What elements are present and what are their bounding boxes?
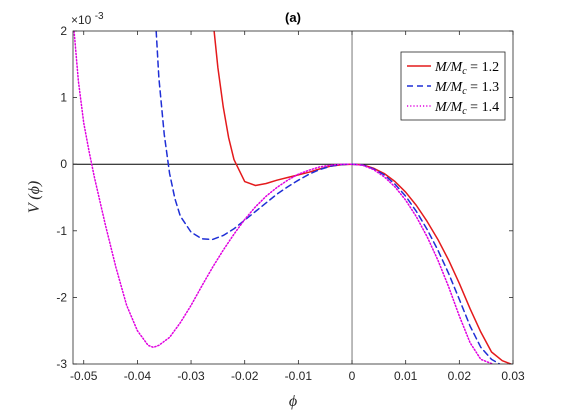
y-tick-label: -2 bbox=[56, 290, 67, 304]
y-axis-ticks: -3 -2 -1 0 1 2 bbox=[56, 24, 513, 371]
series-line-2 bbox=[155, 31, 501, 364]
plot-frame bbox=[72, 30, 514, 365]
series-line-3 bbox=[73, 31, 494, 364]
x-tick-label: 0.01 bbox=[394, 369, 418, 383]
chart-title: (a) bbox=[285, 10, 301, 25]
legend-label-1: M/Mc = 1.2 bbox=[434, 60, 499, 77]
y-tick-label: -3 bbox=[56, 357, 67, 371]
x-tick-label: -0.04 bbox=[124, 369, 152, 383]
y-tick-label: 0 bbox=[60, 157, 67, 171]
y-tick-label: 1 bbox=[60, 91, 67, 105]
y-exponent-base: ×10 bbox=[71, 13, 92, 27]
x-axis-title: ϕ bbox=[289, 393, 297, 410]
x-tick-label: -0.03 bbox=[177, 369, 205, 383]
y-tick-label: -1 bbox=[56, 224, 67, 238]
series-layer bbox=[73, 31, 512, 364]
reference-lines bbox=[73, 31, 513, 364]
x-axis-ticks: -0.05 -0.04 -0.03 -0.02 -0.01 0 0.01 0.02 0.03 bbox=[70, 31, 525, 383]
y-tick-label: 2 bbox=[60, 24, 67, 38]
legend-label-3: M/Mc = 1.4 bbox=[434, 100, 499, 117]
y-exponent-power: -3 bbox=[95, 11, 104, 22]
x-tick-label: 0.02 bbox=[448, 369, 472, 383]
x-tick-label: -0.05 bbox=[70, 369, 98, 383]
x-tick-label: 0 bbox=[349, 369, 356, 383]
y-axis-title: V (ϕ) bbox=[26, 181, 43, 213]
x-tick-label: -0.02 bbox=[231, 369, 259, 383]
y-exponent-label: ×10 -3 bbox=[71, 11, 104, 27]
legend: M/Mc = 1.2 M/Mc = 1.3 M/Mc = 1.4 bbox=[400, 51, 506, 121]
x-tick-label: -0.01 bbox=[285, 369, 313, 383]
x-tick-label: 0.03 bbox=[501, 369, 525, 383]
legend-label-2: M/Mc = 1.3 bbox=[434, 80, 499, 97]
